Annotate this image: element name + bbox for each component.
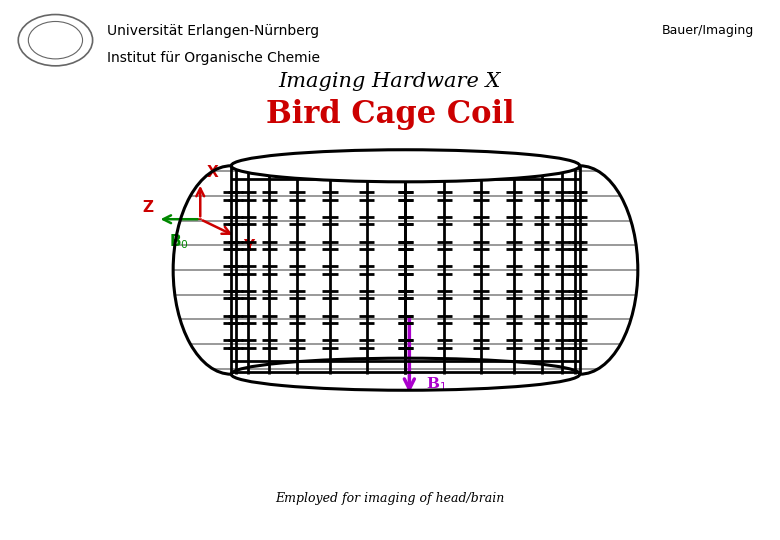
Text: Bird Cage Coil: Bird Cage Coil — [266, 99, 514, 130]
Text: X: X — [207, 165, 218, 180]
Text: Imaging Hardware X: Imaging Hardware X — [278, 72, 502, 91]
Text: Y: Y — [243, 239, 254, 254]
Text: Institut für Organische Chemie: Institut für Organische Chemie — [108, 51, 321, 65]
Text: B$_1$: B$_1$ — [427, 375, 447, 393]
Text: B$_0$: B$_0$ — [169, 233, 189, 251]
Text: Z: Z — [143, 200, 154, 215]
Text: Bauer/Imaging: Bauer/Imaging — [661, 24, 754, 37]
Text: Universität Erlangen-Nürnberg: Universität Erlangen-Nürnberg — [108, 24, 320, 38]
Text: Employed for imaging of head/brain: Employed for imaging of head/brain — [275, 492, 505, 505]
Ellipse shape — [231, 150, 580, 182]
